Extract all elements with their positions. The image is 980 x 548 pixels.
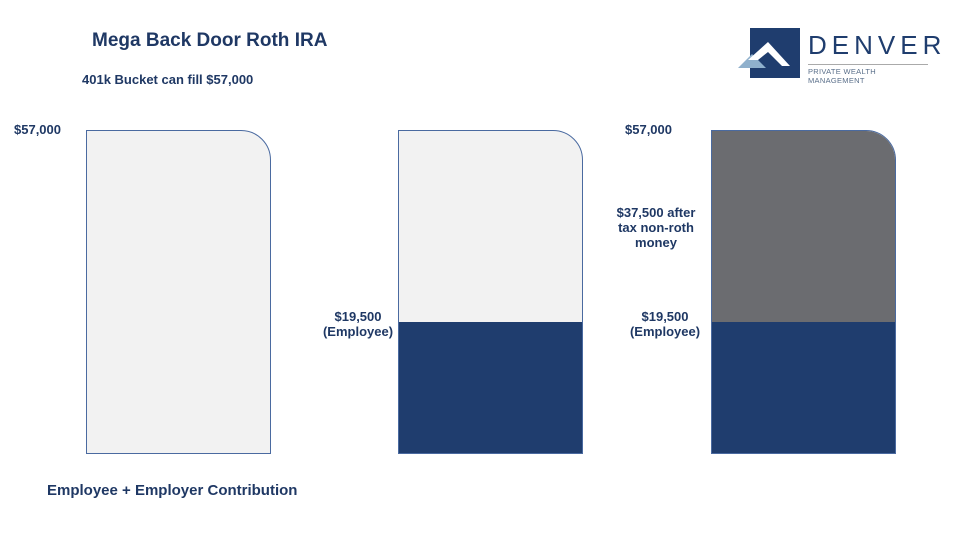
- employee-amount: $19,500: [334, 309, 382, 324]
- after-tax-label: $37,500 after tax non-roth money: [606, 205, 706, 250]
- after-tax-line-2: tax non-roth: [618, 220, 694, 235]
- employee-amount: $19,500: [641, 309, 689, 324]
- bucket-full: [711, 130, 896, 454]
- employee-segment: [712, 322, 895, 453]
- employee-caption: (Employee): [629, 324, 701, 339]
- bucket-employee-only: [398, 130, 583, 454]
- after-tax-segment: [712, 131, 895, 324]
- logo-name: DENVER: [808, 30, 947, 60]
- bucket-empty: [86, 130, 271, 454]
- denver-logo-icon: [738, 28, 800, 78]
- bucket3-employee-label: $19,500 (Employee): [625, 309, 705, 339]
- logo-tagline: PRIVATE WEALTH MANAGEMENT: [808, 64, 928, 85]
- after-tax-line-1: $37,500 after: [616, 205, 696, 220]
- bucket1-top-label: $57,000: [14, 122, 61, 137]
- bucket3-top-label: $57,000: [625, 122, 672, 137]
- bucket2-employee-label: $19,500 (Employee): [318, 309, 398, 339]
- page-title: Mega Back Door Roth IRA: [92, 30, 328, 51]
- after-tax-line-3: money: [635, 235, 677, 250]
- subtitle: 401k Bucket can fill $57,000: [82, 72, 254, 87]
- footer-caption: Employee + Employer Contribution: [47, 482, 298, 499]
- employee-segment: [399, 322, 582, 453]
- employee-caption: (Employee): [322, 324, 394, 339]
